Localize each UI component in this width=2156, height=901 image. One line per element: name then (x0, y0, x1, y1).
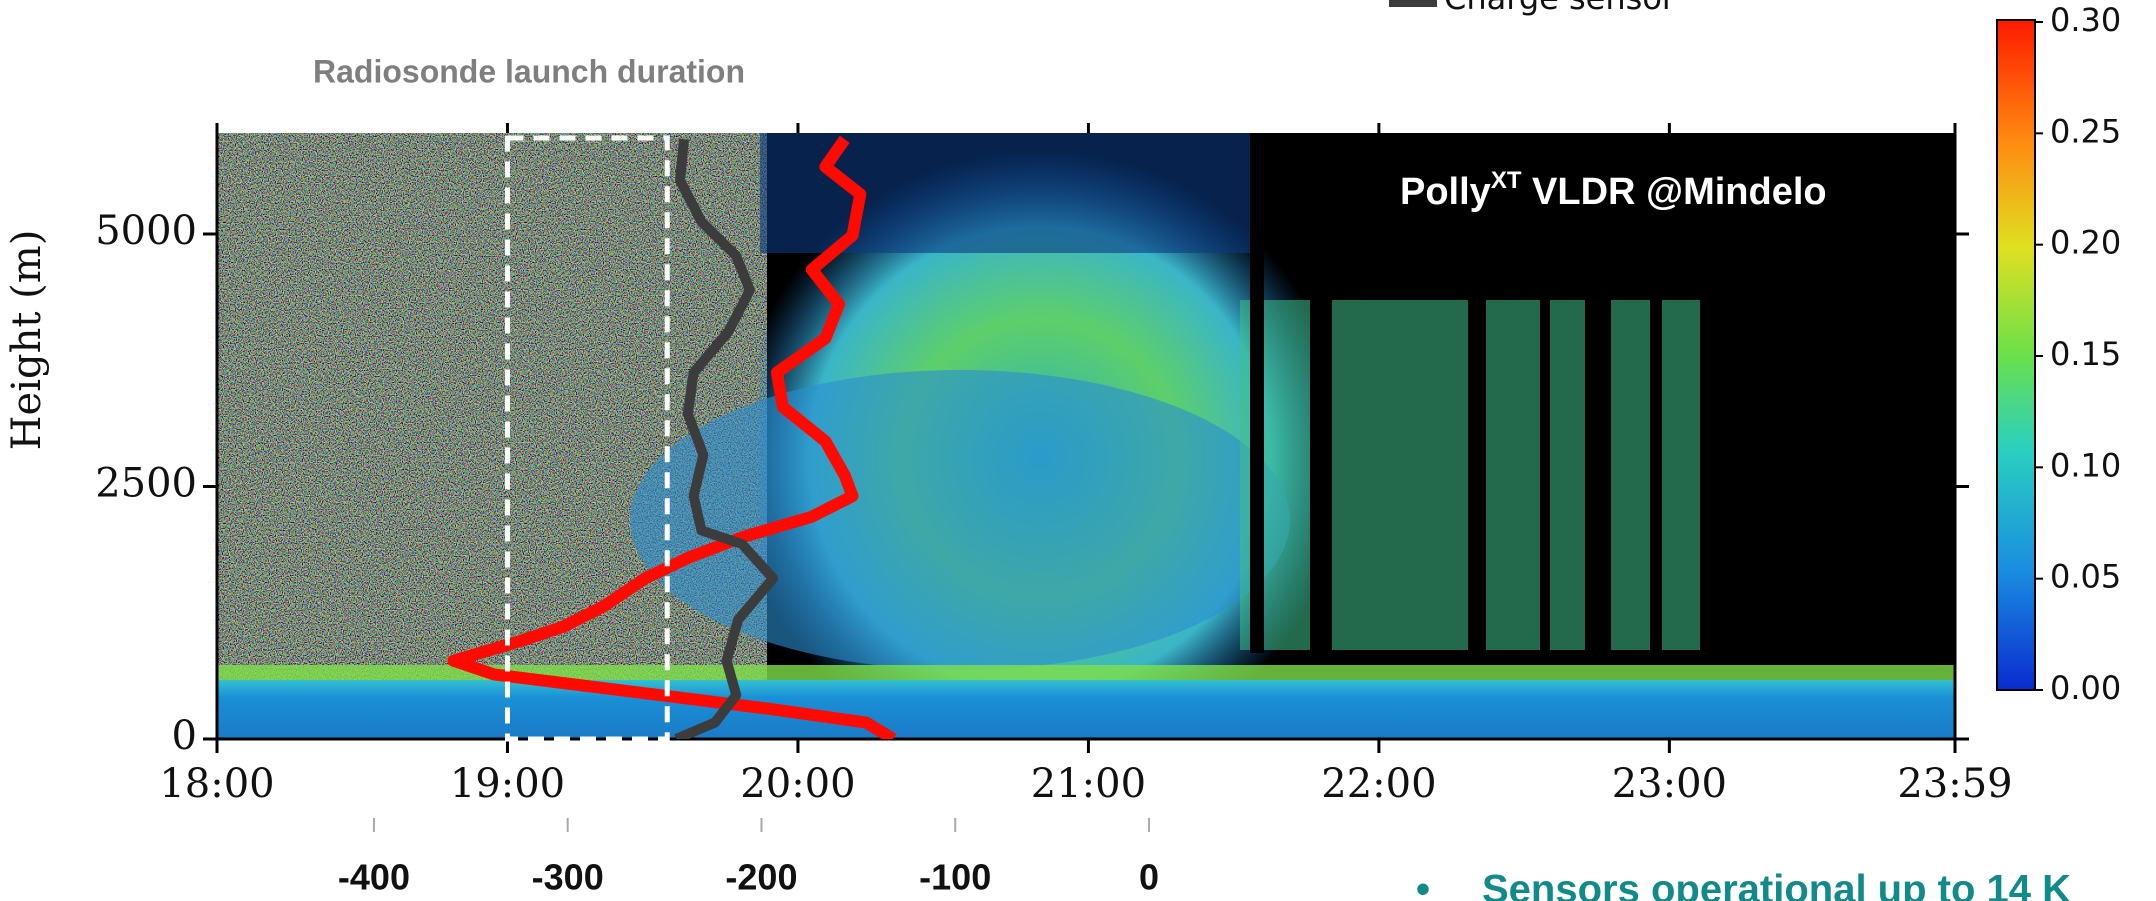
y-axis-title: Height (m) (4, 230, 50, 451)
x2-tick-label: -200 (725, 857, 797, 898)
label-name: Polly (1400, 171, 1491, 213)
colorbar (1996, 19, 2036, 691)
x-tick-label: 20:00 (740, 761, 855, 807)
profile-line (674, 138, 779, 739)
y-tick-label: 2500 (95, 461, 197, 507)
x-tick-label: 22:00 (1321, 761, 1436, 807)
x-tick-label: 23:59 (1897, 761, 2012, 807)
x2-tick-label: -400 (338, 857, 410, 898)
bullet: • (1416, 868, 1430, 901)
y-tick-label: 0 (172, 713, 197, 759)
legend-label: Charge sensor (1444, 0, 1676, 17)
x-tick-label: 19:00 (450, 761, 565, 807)
y-tick-label: 5000 (95, 208, 197, 254)
colorbar-tick-label: 0.05 (2050, 558, 2121, 596)
colorbar-tick-label: 0.10 (2050, 446, 2121, 484)
colorbar-tick-label: 0.25 (2050, 112, 2121, 150)
x-tick-label: 21:00 (1031, 761, 1146, 807)
instrument-label: PollyXT VLDR @Mindelo (1400, 167, 1827, 213)
x2-tick-label: 0 (1139, 857, 1159, 898)
profile-line (447, 135, 897, 739)
x-tick-label: 23:00 (1612, 761, 1727, 807)
label-rest: VLDR @Mindelo (1521, 171, 1826, 213)
x2-tick-label: -300 (532, 857, 604, 898)
colorbar-tick-label: 0.20 (2050, 224, 2121, 262)
label-superscript: XT (1491, 167, 1522, 194)
note: Sensors operational up to 14 K (1482, 868, 2071, 901)
colorbar-tick-label: 0.00 (2050, 669, 2121, 707)
lidar-image (217, 133, 1955, 739)
colorbar-tick-label: 0.30 (2050, 1, 2121, 39)
annotation: Radiosonde launch duration (313, 53, 745, 89)
colorbar-tick-label: 0.15 (2050, 335, 2121, 373)
x2-tick-label: -100 (919, 857, 991, 898)
x-tick-label: 18:00 (159, 761, 274, 807)
launch-window (504, 135, 670, 742)
